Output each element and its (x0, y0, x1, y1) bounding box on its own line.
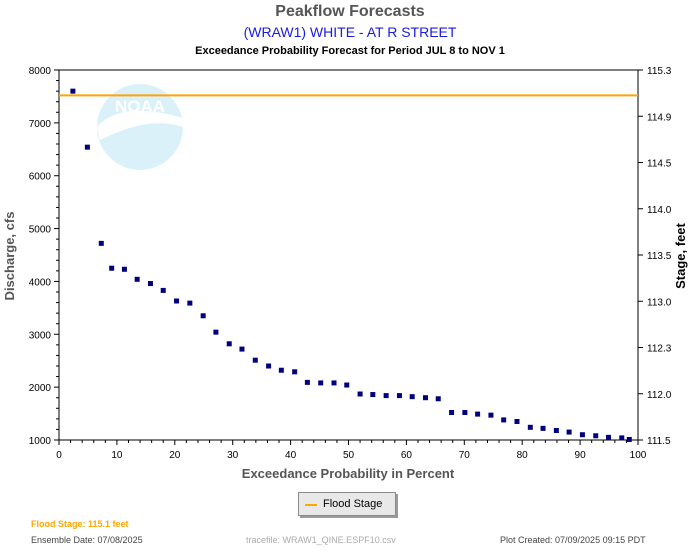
y-tick-label: 1000 (29, 436, 52, 447)
data-point (626, 436, 632, 442)
data-point (566, 429, 572, 435)
data-point (200, 313, 206, 319)
data-point (266, 363, 272, 369)
flood-stage-note: Flood Stage: 115.1 feet (31, 519, 129, 529)
data-point (318, 380, 324, 386)
data-point (292, 369, 298, 375)
legend: Flood Stage (298, 492, 396, 516)
data-point (409, 394, 415, 400)
ensemble-date: Ensemble Date: 07/08/2025 (31, 535, 143, 545)
x-tick-label: 60 (401, 450, 413, 461)
y2-tick-label: 113.5 (647, 251, 672, 262)
y-tick-label: 7000 (29, 119, 52, 130)
data-point (462, 410, 468, 416)
y-axis-label: Discharge, cfs (2, 212, 17, 301)
data-point (514, 419, 520, 424)
noaa-logo-watermark: NOAA (97, 84, 183, 170)
y-tick-label: 4000 (29, 277, 52, 288)
x-axis: 0 10 20 30 40 50 60 70 80 90 100 (56, 440, 647, 461)
data-point (278, 367, 284, 373)
y-tick-label: 2000 (29, 383, 52, 394)
x-tick-label: 50 (343, 450, 355, 461)
y-axis-discharge: 1000 2000 3000 4000 5000 6000 7000 8000 (29, 66, 59, 447)
data-point (70, 88, 76, 94)
x-tick-label: 70 (459, 450, 471, 461)
data-point (134, 276, 140, 282)
plot-created: Plot Created: 07/09/2025 09:15 PDT (500, 535, 646, 545)
data-point (383, 393, 389, 399)
data-point (84, 144, 90, 150)
data-point (357, 391, 363, 397)
data-point (304, 379, 310, 385)
station-subtitle: (WRAW1) WHITE - AT R STREET (243, 24, 457, 40)
y2-tick-label: 115.3 (647, 66, 672, 77)
y-tick-label: 5000 (29, 225, 52, 236)
data-point (109, 265, 115, 271)
y-tick-label: 8000 (29, 66, 52, 77)
data-point (540, 425, 546, 431)
data-point (174, 298, 180, 304)
chart-title: Peakflow Forecasts (275, 3, 425, 20)
data-point (121, 266, 127, 272)
x-tick-label: 10 (111, 450, 123, 461)
legend-label-flood-stage: Flood Stage (323, 498, 383, 510)
data-point (213, 329, 219, 335)
data-point (226, 341, 232, 347)
noaa-logo-text: NOAA (115, 97, 165, 116)
data-point (160, 287, 166, 293)
data-point (147, 281, 153, 287)
data-point (619, 435, 625, 441)
y2-tick-label: 112.0 (647, 390, 672, 401)
data-point (488, 412, 494, 418)
data-point (435, 396, 441, 402)
data-point (527, 424, 533, 430)
data-point (553, 427, 559, 433)
y-tick-label: 6000 (29, 172, 52, 183)
y-axis-stage: 111.5 112.0 112.3 113.0 113.5 114.0 114.5 114.9… (638, 66, 672, 447)
x-tick-label: 20 (169, 450, 181, 461)
data-point (344, 382, 350, 388)
data-point (331, 380, 337, 386)
y2-tick-label: 111.5 (647, 436, 671, 447)
y2-tick-label: 114.0 (647, 205, 672, 216)
y2-tick-label: 114.5 (647, 159, 672, 170)
data-point (98, 240, 104, 246)
data-point (593, 433, 599, 439)
x-tick-label: 30 (227, 450, 239, 461)
data-point (423, 395, 429, 401)
legend-swatch-flood-stage (305, 504, 317, 506)
x-tick-label: 0 (56, 450, 62, 461)
data-point (475, 411, 481, 417)
x-tick-label: 80 (517, 450, 529, 461)
data-point (579, 432, 585, 438)
y2-axis-label: Stage, feet (673, 222, 688, 288)
y2-tick-label: 114.9 (647, 112, 672, 123)
data-point (501, 417, 507, 423)
x-tick-label: 90 (575, 450, 587, 461)
data-point (396, 393, 402, 399)
y-tick-label: 3000 (29, 330, 52, 341)
y2-tick-label: 112.3 (647, 344, 672, 355)
forecast-points (70, 88, 632, 442)
data-point (187, 300, 193, 306)
data-point (239, 346, 245, 352)
y2-tick-label: 113.0 (647, 297, 672, 308)
data-point (449, 410, 455, 416)
data-point (370, 392, 376, 398)
tracefile: tracefile: WRAW1_QINE.ESPF10.csv (246, 535, 396, 545)
data-point (252, 357, 258, 363)
x-tick-label: 100 (630, 450, 647, 461)
data-point (605, 434, 611, 440)
forecast-period: Exceedance Probability Forecast for Peri… (195, 45, 505, 57)
x-tick-label: 40 (285, 450, 297, 461)
x-axis-label: Exceedance Probability in Percent (242, 466, 455, 481)
